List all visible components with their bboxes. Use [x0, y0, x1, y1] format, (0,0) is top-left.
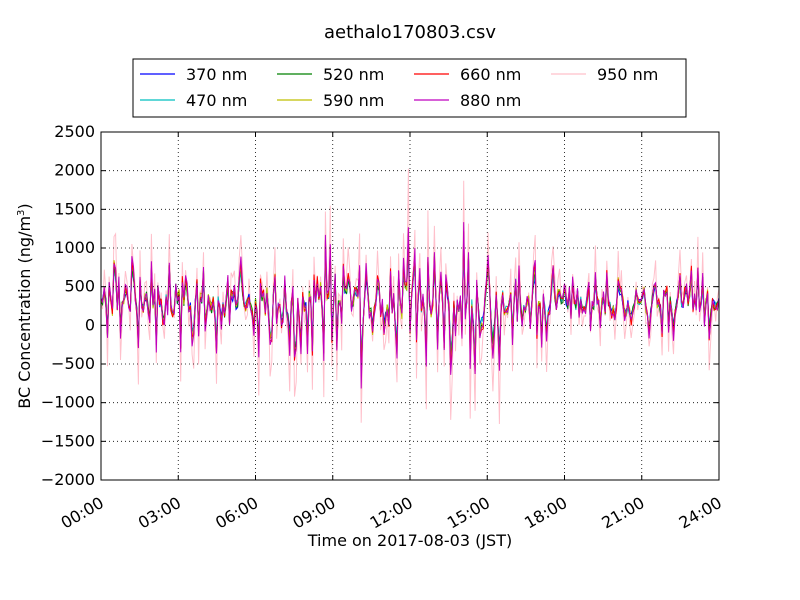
y-axis-label: BC Concentration (ng/m3)	[15, 203, 34, 408]
series-line-880nm	[100, 222, 720, 389]
grid-layer	[101, 132, 719, 480]
y-axis: 2500 2000 1500 1000 500 0 −500 −1000 −1500 −2000	[41, 122, 719, 489]
legend-label: 880 nm	[460, 91, 521, 110]
y-tick-label: −1000	[41, 393, 95, 412]
x-tick-label: 12:00	[367, 493, 416, 533]
legend-box	[132, 58, 687, 118]
y-tick-label: 0	[85, 315, 95, 334]
y-axis-label-tail: )	[15, 203, 34, 209]
x-tick-label: 18:00	[521, 493, 570, 533]
legend-label: 660 nm	[460, 65, 521, 84]
legend: 370 nm 470 nm 520 nm 590 nm 660 nm 880 nm 950 …	[132, 58, 687, 118]
x-axis: 00:00 03:00 06:00 09:00 12:00 15:00 18:00 21:00…	[58, 132, 725, 533]
y-tick-label: 1500	[54, 199, 95, 218]
legend-label: 470 nm	[186, 91, 247, 110]
x-tick-label: 09:00	[289, 493, 338, 533]
y-axis-label-main: BC Concentration (ng/m	[15, 216, 34, 409]
x-tick-label: 03:00	[135, 493, 184, 533]
y-tick-label: 500	[64, 277, 95, 296]
chart-title: aethalo170803.csv	[324, 22, 496, 43]
legend-label: 590 nm	[323, 91, 384, 110]
legend-label: 520 nm	[323, 65, 384, 84]
x-tick-label: 00:00	[58, 493, 107, 533]
legend-label: 370 nm	[186, 65, 247, 84]
x-axis-label: Time on 2017-08-03 (JST)	[307, 531, 512, 550]
y-tick-label: −500	[51, 354, 95, 373]
y-tick-label: 1000	[54, 238, 95, 257]
y-tick-label: 2000	[54, 161, 95, 180]
x-tick-label: 06:00	[212, 493, 261, 533]
y-axis-label-sup: 3	[16, 210, 27, 216]
x-tick-label: 21:00	[598, 493, 647, 533]
x-tick-label: 15:00	[444, 493, 493, 533]
y-tick-label: −2000	[41, 470, 95, 489]
y-tick-label: 2500	[54, 122, 95, 141]
legend-label: 950 nm	[597, 65, 658, 84]
x-tick-label: 24:00	[676, 493, 725, 533]
y-tick-label: −1500	[41, 431, 95, 450]
